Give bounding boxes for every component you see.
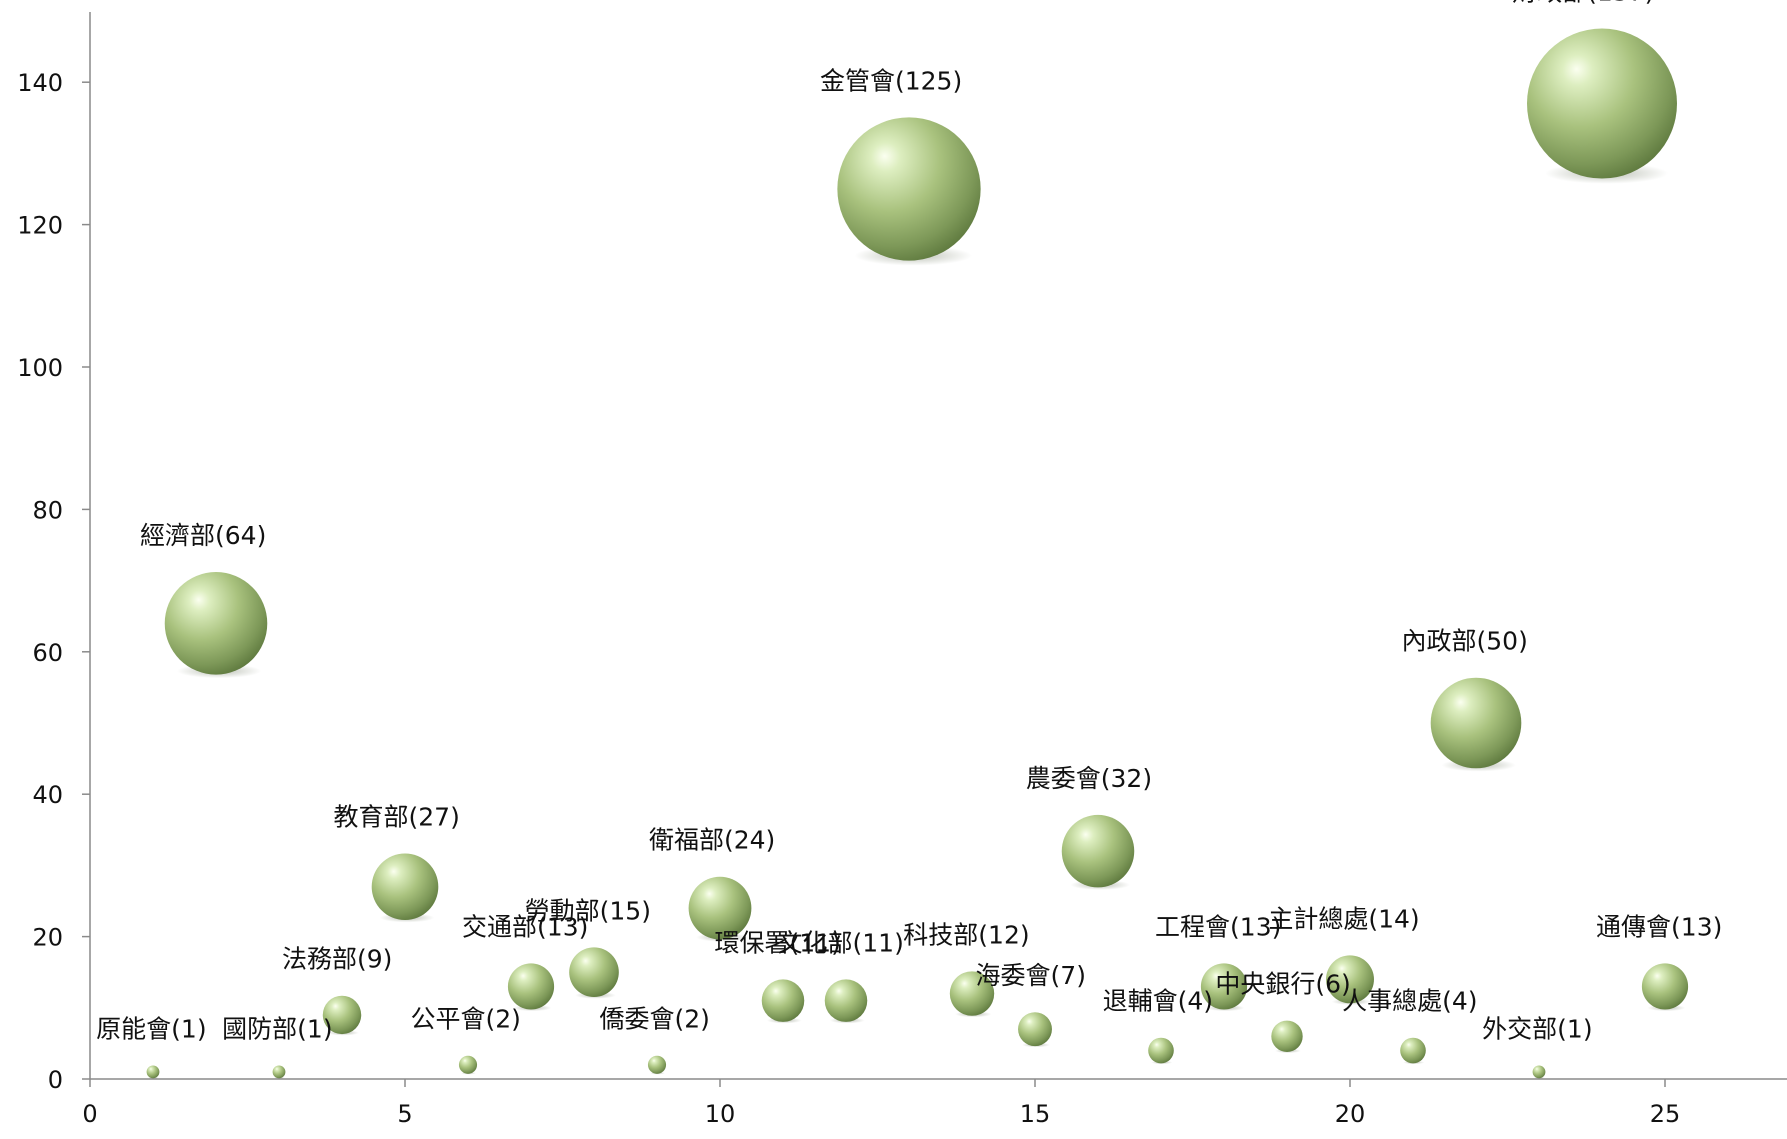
- bubble-mark: [1641, 963, 1689, 1010]
- bubble-mark: [1527, 28, 1677, 179]
- bubble-point: [1430, 677, 1522, 772]
- bubble-point: [1061, 814, 1135, 890]
- bubble-mark: [1326, 955, 1374, 1004]
- y-tick-label: 80: [32, 496, 63, 524]
- bubble-data-label: 主計總處(14): [1268, 904, 1419, 933]
- y-tick-label: 0: [48, 1066, 63, 1094]
- bubble-data-label: 法務部(9): [282, 945, 392, 974]
- y-tick-label: 40: [32, 781, 63, 809]
- x-tick-label: 20: [1335, 1100, 1366, 1128]
- bubble-point: [761, 979, 805, 1024]
- bubble-mark: [949, 971, 995, 1016]
- bubble-data-label: 僑委會(2): [600, 1005, 710, 1034]
- bubble-point: [569, 947, 619, 999]
- bubble-labels: 原能會(1) 經濟部(64) 國防部(1) 法務部(9) 教育部(27) 公平會(2) 交通…: [96, 0, 1722, 1043]
- bubble-data-label: 退輔會(4): [1103, 987, 1213, 1016]
- bubble-point: [1018, 1012, 1052, 1048]
- bubble-mark: [761, 979, 805, 1022]
- x-tick-label: 15: [1020, 1100, 1051, 1128]
- bubble-point: [647, 1055, 667, 1075]
- bubble-mark: [1018, 1012, 1052, 1047]
- bubble-data-label: 財政部(137): [1512, 0, 1654, 7]
- bubble-mark: [824, 979, 868, 1022]
- bubble-point: [837, 117, 981, 266]
- bubble-data-label: 交通部(13): [462, 912, 588, 941]
- bubble-point: [1326, 955, 1374, 1005]
- bubble-data-label: 原能會(1): [96, 1014, 206, 1043]
- bubble-point: [322, 995, 362, 1036]
- bubble-mark: [322, 995, 362, 1035]
- bubble-data-label: 通傳會(13): [1596, 912, 1722, 941]
- y-tick-label: 140: [17, 69, 63, 97]
- bubble-point: [164, 572, 268, 679]
- bubble-data-label: 文化部(11): [778, 928, 904, 957]
- bubble-data-label: 金管會(125): [820, 66, 962, 95]
- bubble-data-label: 農委會(32): [1026, 764, 1152, 793]
- y-tick-label: 120: [17, 212, 63, 240]
- x-tick-label: 10: [705, 1100, 736, 1128]
- bubbles: [146, 28, 1689, 1079]
- bubble-point: [1532, 1065, 1546, 1079]
- bubble-data-label: 內政部(50): [1402, 627, 1528, 656]
- x-tick-label: 0: [82, 1100, 97, 1128]
- bubble-point: [949, 971, 995, 1018]
- bubble-mark: [688, 876, 752, 940]
- bubble-mark: [837, 117, 981, 261]
- bubble-point: [146, 1065, 160, 1079]
- bubble-mark: [272, 1065, 286, 1079]
- bubble-data-label: 外交部(1): [1482, 1014, 1592, 1043]
- bubble-data-label: 科技部(12): [903, 920, 1029, 949]
- bubble-mark: [1532, 1065, 1546, 1079]
- bubble-mark: [146, 1065, 160, 1079]
- bubble-data-label: 衛福部(24): [649, 826, 775, 855]
- bubble-data-label: 教育部(27): [334, 802, 460, 831]
- bubble-mark: [1400, 1037, 1426, 1064]
- bubble-point: [272, 1065, 286, 1079]
- bubble-data-label: 國防部(1): [222, 1014, 332, 1043]
- bubble-point: [507, 963, 555, 1012]
- bubble-data-label: 海委會(7): [976, 961, 1086, 990]
- bubble-mark: [569, 947, 619, 998]
- bubble-point: [688, 876, 752, 942]
- bubble-mark: [1271, 1020, 1303, 1052]
- bubble-data-label: 工程會(13): [1155, 912, 1281, 941]
- bubble-data-label: 公平會(2): [411, 1005, 521, 1034]
- bubble-data-label: 人事總處(4): [1342, 987, 1477, 1016]
- bubble-data-label: 勞動部(15): [525, 896, 651, 925]
- bubble-mark: [1200, 963, 1248, 1010]
- bubble-mark: [647, 1055, 667, 1074]
- bubble-point: [458, 1055, 478, 1075]
- bubble-data-label: 中央銀行(6): [1215, 970, 1350, 999]
- bubble-point: [371, 853, 439, 923]
- axes: 0 20 40 60 80 100 120 140 0 5 10 15 20 25: [17, 12, 1787, 1128]
- bubble-data-label: 經濟部(64): [140, 521, 266, 550]
- bubble-mark: [1061, 814, 1135, 888]
- bubble-data-label: 環保署(11): [715, 928, 841, 957]
- bubble-mark: [507, 963, 555, 1010]
- bubble-point: [1641, 963, 1689, 1012]
- bubble-point: [1271, 1020, 1303, 1054]
- bubble-point: [1400, 1037, 1426, 1065]
- bubble-mark: [1430, 677, 1522, 769]
- x-tick-label: 5: [397, 1100, 412, 1128]
- bubble-point: [824, 979, 868, 1024]
- bubble-mark: [458, 1055, 478, 1074]
- bubble-mark: [371, 853, 439, 921]
- bubble-point: [1200, 963, 1248, 1012]
- bubble-mark: [1148, 1037, 1174, 1064]
- y-tick-label: 20: [32, 924, 63, 952]
- bubble-mark: [164, 572, 268, 675]
- x-tick-label: 25: [1650, 1100, 1681, 1128]
- y-tick-label: 100: [17, 354, 63, 382]
- y-tick-label: 60: [32, 639, 63, 667]
- bubble-point: [1527, 28, 1677, 184]
- bubble-point: [1148, 1037, 1174, 1065]
